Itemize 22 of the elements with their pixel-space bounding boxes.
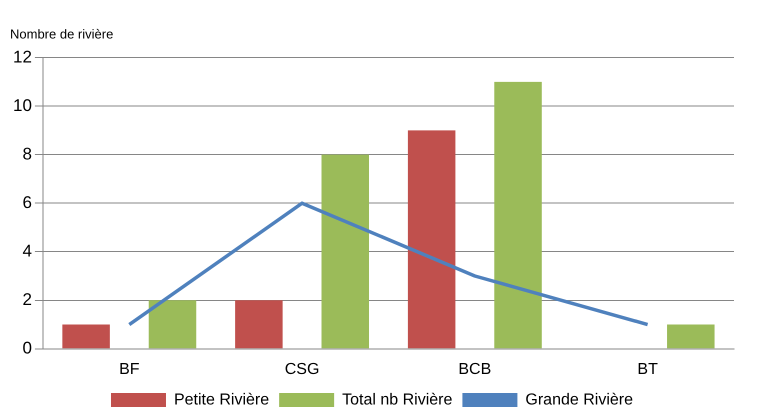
y-tick-label: 4 — [22, 241, 32, 260]
y-tick-label: 2 — [22, 290, 32, 309]
y-tick-label: 6 — [22, 192, 32, 212]
bar — [148, 300, 196, 348]
y-tick-label: 0 — [22, 338, 32, 358]
legend-label: Total nb Rivière — [342, 391, 453, 408]
x-tick-label: BCB — [458, 360, 492, 378]
y-tick-label: 8 — [22, 144, 32, 164]
bar — [62, 324, 110, 348]
bar — [408, 130, 456, 348]
x-tick-label: BT — [637, 360, 658, 378]
y-tick-label: 10 — [12, 96, 32, 115]
legend-label: Petite Rivière — [174, 391, 270, 408]
bar — [494, 82, 542, 348]
y-axis-title: Nombre de rivière — [10, 26, 114, 42]
x-tick-label: CSG — [284, 360, 320, 378]
y-tick-label: 12 — [12, 47, 32, 66]
bar — [235, 300, 283, 348]
x-tick-label: BF — [119, 360, 140, 378]
bar — [322, 154, 370, 348]
bar — [667, 324, 715, 348]
legend-label: Grande Rivière — [525, 391, 634, 408]
